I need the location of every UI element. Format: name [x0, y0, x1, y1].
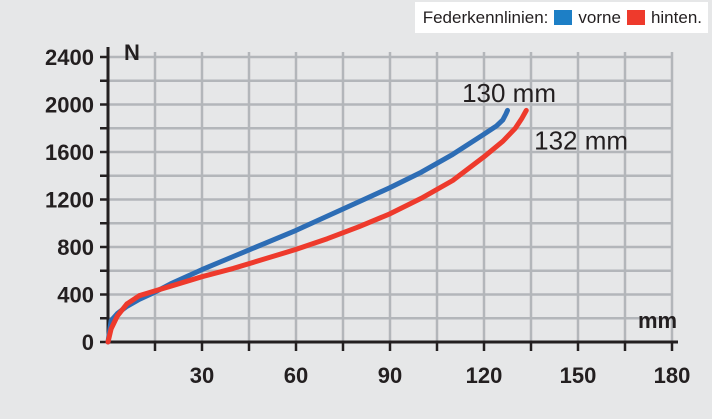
- x-tick-label: 180: [654, 363, 691, 388]
- x-tick-label: 60: [284, 363, 308, 388]
- x-tick-label: 150: [560, 363, 597, 388]
- y-tick-label: 2400: [45, 45, 94, 70]
- annotation-label: 132 mm: [534, 126, 628, 156]
- y-axis-unit: N: [124, 40, 140, 65]
- grid: [108, 52, 674, 342]
- y-tick-label: 400: [57, 283, 94, 308]
- legend-label-vorne: vorne: [578, 7, 621, 27]
- legend-swatch-hinten: [626, 10, 645, 25]
- legend-title: Federkennlinien:: [422, 7, 549, 27]
- annotation-label: 130 mm: [462, 78, 556, 108]
- y-tick-label: 1200: [45, 188, 94, 213]
- x-axis-unit: mm: [638, 308, 677, 333]
- legend-label-hinten: hinten.: [650, 7, 702, 27]
- legend-swatch-vorne: [554, 10, 573, 25]
- legend: Federkennlinien: vorne hinten.: [414, 2, 708, 33]
- series-line-vorne: [105, 107, 510, 345]
- axes: [100, 47, 678, 351]
- y-tick-label: 800: [57, 235, 94, 260]
- y-tick-label: 0: [82, 330, 94, 355]
- y-tick-labels: 0 400 800 1200 1600 2000 2400: [45, 45, 94, 355]
- x-tick-label: 90: [378, 363, 402, 388]
- x-tick-label: 120: [466, 363, 503, 388]
- x-tick-label: 30: [190, 363, 214, 388]
- x-tick-labels: 30 60 90 120 150 180: [190, 363, 691, 388]
- series-line-hinten: [105, 107, 529, 345]
- annotations: 130 mm 132 mm: [462, 78, 628, 156]
- y-tick-label: 1600: [45, 140, 94, 165]
- y-tick-label: 2000: [45, 93, 94, 118]
- series-lines: [105, 107, 529, 345]
